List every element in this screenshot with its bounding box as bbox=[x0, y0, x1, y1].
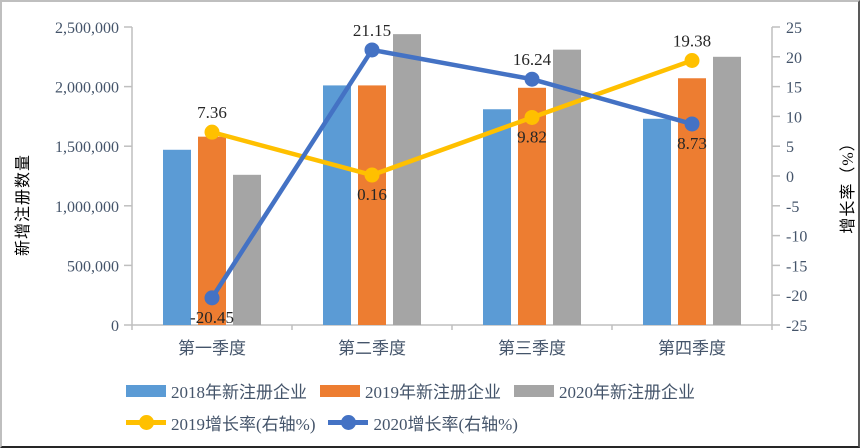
left-axis-tick-label: 2,000,000 bbox=[55, 80, 119, 97]
right-axis-title: 增长率（%） bbox=[840, 134, 857, 234]
right-axis-tick-label: 0 bbox=[786, 169, 794, 186]
legend-item: 2020年新注册企业 bbox=[514, 378, 695, 403]
right-axis-tick-label: 5 bbox=[786, 139, 794, 156]
data-label: -20.45 bbox=[190, 308, 234, 327]
marker-2020增长率(右轴%) bbox=[684, 116, 700, 132]
legend-label: 2020增长率(右轴%) bbox=[373, 415, 518, 434]
legend-item: 2020增长率(右轴%) bbox=[328, 410, 518, 435]
left-axis-tick-label: 1,500,000 bbox=[55, 139, 119, 156]
right-axis-tick-label: 25 bbox=[786, 20, 802, 37]
legend-item: 2019年新注册企业 bbox=[320, 378, 501, 403]
line-2020增长率(右轴%) bbox=[209, 47, 695, 301]
x-category-label: 第二季度 bbox=[338, 339, 406, 358]
bar-2018年新注册企业 bbox=[643, 118, 671, 325]
legend-label: 2019增长率(右轴%) bbox=[171, 415, 316, 434]
right-axis-tick-label: -15 bbox=[786, 258, 807, 275]
right-axis-tick-label: 15 bbox=[786, 80, 802, 97]
bar-2020年新注册企业 bbox=[553, 49, 581, 325]
legend-swatch bbox=[320, 384, 360, 397]
legend: 2018年新注册企业 2019年新注册企业 2020年新注册企业 2019增长率(右轴… bbox=[126, 378, 695, 435]
legend-swatch bbox=[126, 384, 166, 397]
marker-2019增长率(右轴%) bbox=[524, 109, 540, 125]
x-category-label: 第四季度 bbox=[658, 339, 726, 358]
marker-2020增长率(右轴%) bbox=[204, 290, 220, 306]
x-category-label: 第三季度 bbox=[498, 339, 566, 358]
left-axis-tick-label: 500,000 bbox=[67, 258, 119, 275]
x-category-label: 第一季度 bbox=[178, 339, 246, 358]
right-axis-tick-label: 20 bbox=[786, 50, 802, 67]
legend-label: 2020年新注册企业 bbox=[559, 383, 695, 402]
legend-line-marker bbox=[341, 415, 357, 430]
right-axis-tick-label: -10 bbox=[786, 229, 807, 246]
marker-2019增长率(右轴%) bbox=[204, 124, 220, 140]
marker-2019增长率(右轴%) bbox=[684, 52, 700, 68]
data-label: 8.73 bbox=[677, 134, 707, 153]
legend-line-swatch bbox=[328, 414, 369, 431]
legend-row-lines: 2019增长率(右轴%) 2020增长率(右轴%) bbox=[126, 410, 695, 435]
right-axis-tick-label: -20 bbox=[786, 288, 807, 305]
bar-2020年新注册企业 bbox=[713, 56, 741, 326]
left-axis-title: 新增注册数量 bbox=[15, 153, 32, 256]
bar-2019年新注册企业 bbox=[358, 85, 386, 326]
data-label: 16.24 bbox=[513, 50, 552, 69]
legend-row-bars: 2018年新注册企业 2019年新注册企业 2020年新注册企业 bbox=[126, 378, 695, 403]
legend-label: 2019年新注册企业 bbox=[365, 383, 501, 402]
bar-2019年新注册企业 bbox=[678, 78, 706, 325]
left-axis-tick-label: 2,500,000 bbox=[55, 20, 119, 37]
line-2019增长率(右轴%) bbox=[209, 58, 695, 178]
bar-2019年新注册企业 bbox=[518, 87, 546, 326]
legend-line-swatch bbox=[126, 414, 166, 431]
left-axis-tick-label: 0 bbox=[111, 318, 119, 335]
right-axis-tick-label: -5 bbox=[786, 199, 799, 216]
legend-label: 2018年新注册企业 bbox=[171, 383, 307, 402]
marker-2019增长率(右轴%) bbox=[364, 167, 380, 183]
data-label: 7.36 bbox=[197, 103, 227, 122]
right-axis-tick-label: -25 bbox=[786, 318, 807, 335]
bar-2018年新注册企业 bbox=[163, 149, 191, 325]
data-label: 9.82 bbox=[517, 127, 547, 146]
bar-2020年新注册企业 bbox=[233, 174, 261, 325]
left-axis-tick-label: 1,000,000 bbox=[55, 199, 119, 216]
bar-2018年新注册企业 bbox=[483, 109, 511, 325]
legend-item: 2019增长率(右轴%) bbox=[126, 410, 315, 435]
right-axis-tick-label: 10 bbox=[786, 109, 802, 126]
legend-swatch bbox=[514, 384, 554, 397]
data-label: 21.15 bbox=[353, 21, 391, 40]
data-label: 19.38 bbox=[673, 31, 711, 50]
legend-line-marker bbox=[139, 415, 154, 430]
legend-item: 2018年新注册企业 bbox=[126, 378, 307, 403]
bar-2020年新注册企业 bbox=[393, 34, 421, 325]
bar-2018年新注册企业 bbox=[323, 85, 351, 326]
data-label: 0.16 bbox=[357, 185, 387, 204]
marker-2020增长率(右轴%) bbox=[364, 42, 380, 58]
marker-2020增长率(右轴%) bbox=[524, 71, 540, 87]
